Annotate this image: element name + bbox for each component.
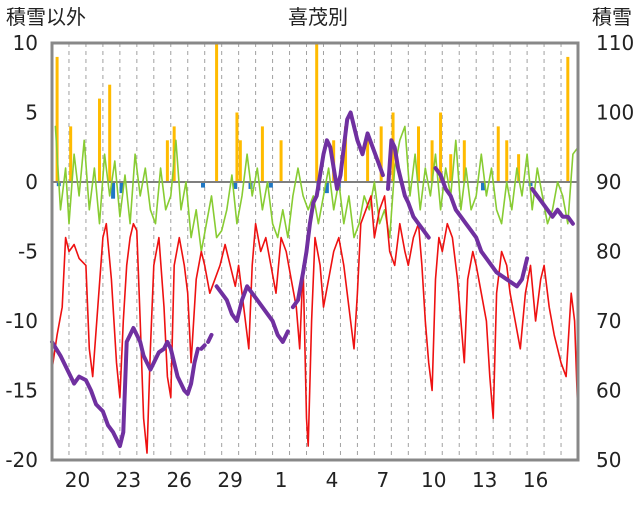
x-tick-label: 7	[377, 468, 390, 492]
orange-bar	[439, 112, 443, 182]
orange-bar	[366, 140, 370, 182]
orange-bar	[238, 140, 242, 182]
purple-series-line	[214, 284, 290, 344]
orange-bar	[235, 112, 239, 182]
chart-title: 喜茂別	[288, 5, 348, 29]
x-tick-label: 23	[116, 468, 141, 492]
blue-bar	[233, 182, 238, 189]
blue-bar	[119, 182, 124, 194]
orange-bar	[279, 140, 283, 182]
y-right-tick-label: 110	[596, 31, 634, 55]
y-left-tick-label: 10	[13, 31, 38, 55]
orange-bar	[379, 126, 383, 182]
purple-series-line	[386, 138, 431, 240]
y-left-tick-label: -20	[5, 448, 38, 472]
orange-bar	[215, 43, 219, 182]
x-tick-label: 10	[421, 468, 446, 492]
y-left-tick-label: 5	[25, 101, 38, 125]
x-tick-label: 13	[472, 468, 497, 492]
purple-series-line	[206, 332, 214, 344]
line-series	[50, 110, 579, 454]
orange-bar	[496, 126, 500, 182]
orange-bar	[462, 140, 466, 182]
orange-bar	[417, 126, 421, 182]
purple-series-line	[50, 326, 200, 449]
x-tick-label: 16	[523, 468, 548, 492]
orange-bar	[344, 126, 348, 182]
orange-bar	[517, 154, 521, 182]
orange-bar	[315, 43, 319, 182]
blue-bar	[480, 182, 485, 191]
y-left-tick-label: 0	[25, 170, 38, 194]
right-axis-label: 積雪	[592, 5, 632, 29]
x-tick-label: 26	[167, 468, 192, 492]
y-right-tick-label: 60	[596, 379, 621, 403]
x-tick-label: 29	[217, 468, 242, 492]
y-right-tick-label: 70	[596, 309, 621, 333]
orange-bar	[566, 56, 570, 182]
red-series-line	[51, 195, 579, 454]
purple-series-line	[199, 343, 207, 351]
plot-frame	[50, 41, 580, 462]
orange-bar	[505, 140, 509, 182]
blue-bar	[324, 182, 329, 194]
purple-series-line	[530, 186, 575, 226]
x-tick-label: 20	[65, 468, 90, 492]
blue-bar	[111, 182, 116, 199]
y-right-tick-label: 100	[596, 101, 634, 125]
purple-series-line	[290, 110, 385, 310]
green-series-line	[54, 125, 579, 253]
orange-bar	[69, 126, 73, 182]
x-tick-label: 4	[326, 468, 339, 492]
y-right-tick-label: 50	[596, 448, 621, 472]
y-left-tick-label: -10	[5, 309, 38, 333]
orange-bar	[430, 140, 434, 182]
y-left-tick-label: -5	[18, 240, 38, 264]
x-tick-label: 1	[275, 468, 288, 492]
orange-bar	[449, 154, 453, 182]
y-right-tick-label: 90	[596, 170, 621, 194]
left-axis-label: 積雪以外	[6, 5, 86, 29]
orange-bar	[260, 126, 264, 182]
orange-bar	[55, 56, 59, 182]
y-left-tick-label: -15	[5, 379, 38, 403]
orange-bar	[108, 84, 112, 182]
orange-bar	[98, 98, 102, 182]
blue-bar	[268, 182, 273, 188]
plot-frame	[50, 41, 580, 462]
orange-bar	[165, 140, 169, 182]
blue-bar	[201, 182, 206, 188]
y-right-tick-label: 80	[596, 240, 621, 264]
purple-series-line	[433, 166, 530, 289]
